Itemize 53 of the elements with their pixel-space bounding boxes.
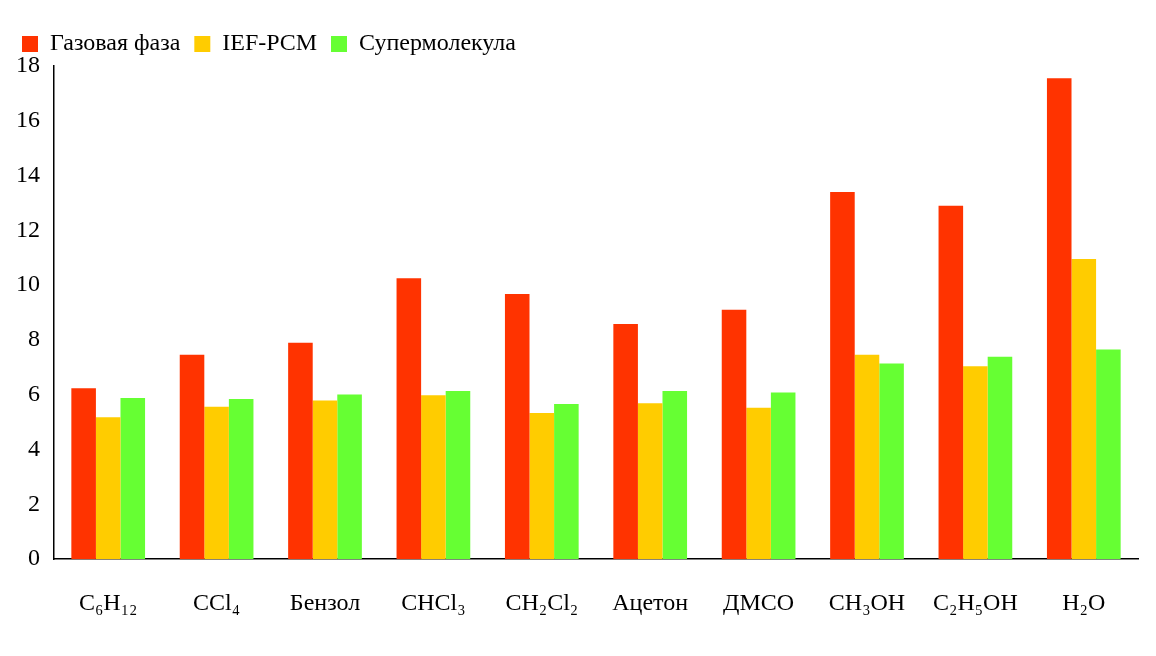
y-tick-label: 14 — [16, 160, 40, 187]
bar — [770, 392, 796, 560]
y-tick-label: 0 — [28, 544, 40, 571]
bar — [1046, 78, 1072, 560]
y-tick-label: 6 — [28, 380, 40, 407]
x-tick-label: CHCl₃ — [401, 588, 466, 615]
bar — [721, 309, 747, 560]
bar — [830, 192, 855, 560]
x-tick-label: H₂O — [1062, 588, 1106, 615]
x-tick-label: CCl₄ — [193, 588, 241, 615]
bar — [963, 366, 988, 560]
bar — [662, 390, 688, 560]
bar — [120, 398, 146, 560]
bar — [613, 324, 638, 560]
bar — [854, 354, 880, 560]
y-tick-label: 8 — [28, 325, 40, 352]
y-tick-label: 18 — [16, 51, 40, 78]
x-tick-label: C₆H₁₂ — [78, 588, 138, 615]
y-tick-label: 16 — [16, 106, 40, 133]
bar — [1096, 349, 1121, 560]
bar — [396, 278, 422, 560]
bar — [746, 407, 771, 560]
legend-label: IEF-PCM — [222, 29, 317, 56]
y-tick-label: 10 — [16, 270, 40, 297]
x-tick-label: CH₃OH — [828, 588, 906, 615]
bar — [554, 404, 579, 560]
bar — [987, 356, 1013, 560]
y-tick-label: 12 — [16, 215, 40, 242]
bar — [421, 395, 446, 560]
legend-label: Газовая фаза — [50, 29, 181, 56]
x-tick-label: Бензол — [289, 588, 361, 615]
bar — [179, 354, 205, 560]
x-tick-label: CH₂Cl₂ — [505, 588, 579, 615]
bar — [879, 363, 904, 560]
y-tick-label: 2 — [28, 489, 40, 516]
bar — [637, 403, 663, 560]
bar — [204, 406, 229, 560]
x-tick-label: C₂H₅OH — [933, 588, 1018, 615]
x-tick-label: Ацетон — [612, 588, 689, 615]
bar — [529, 412, 555, 560]
bar — [288, 342, 313, 560]
bar — [312, 400, 338, 560]
x-tick-label: ДМСО — [723, 588, 795, 615]
bar — [445, 390, 471, 560]
bar — [337, 394, 362, 560]
bar — [71, 388, 96, 560]
bar — [1071, 258, 1097, 560]
bar — [938, 205, 964, 560]
legend-label: Супермолекула — [359, 29, 517, 56]
bar — [95, 417, 121, 560]
bar — [228, 398, 254, 560]
bar — [504, 293, 530, 560]
y-tick-label: 4 — [28, 434, 40, 461]
